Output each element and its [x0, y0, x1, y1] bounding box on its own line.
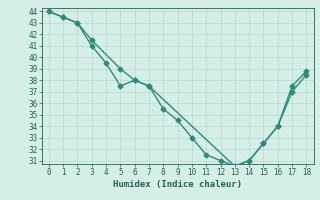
X-axis label: Humidex (Indice chaleur): Humidex (Indice chaleur): [113, 180, 242, 189]
